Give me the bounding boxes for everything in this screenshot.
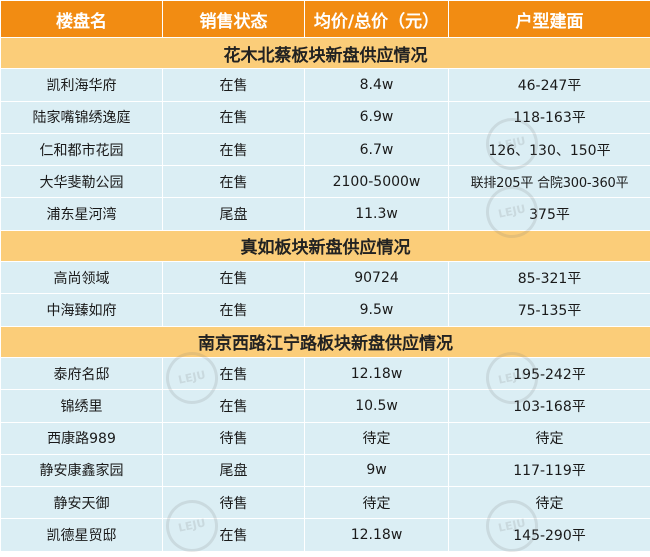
cell-sales-status: 在售 [163,69,305,101]
cell-price: 9w [305,454,449,486]
cell-unit-area: 118-163平 [449,101,650,133]
cell-price: 2100-5000w [305,166,449,198]
cell-project-name: 静安康鑫家园 [1,454,163,486]
section-title: 花木北蔡板块新盘供应情况 [1,38,650,69]
header-sales-status: 销售状态 [163,1,305,38]
cell-unit-area: 75-135平 [449,294,650,326]
section-header-row: 南京西路江宁路板块新盘供应情况 [1,326,650,357]
cell-unit-area: 联排205平 合院300-360平 [449,166,650,198]
cell-sales-status: 待售 [163,487,305,519]
cell-unit-area: 195-242平 [449,357,650,389]
cell-price: 6.9w [305,101,449,133]
cell-sales-status: 待售 [163,422,305,454]
cell-price: 11.3w [305,198,449,230]
cell-unit-area: 145-290平 [449,519,650,552]
cell-project-name: 西康路989 [1,422,163,454]
cell-unit-area: 375平 [449,198,650,230]
cell-unit-area: 103-168平 [449,390,650,422]
cell-unit-area: 85-321平 [449,262,650,294]
cell-sales-status: 在售 [163,166,305,198]
cell-project-name: 仁和都市花园 [1,133,163,165]
cell-unit-area: 117-119平 [449,454,650,486]
header-price: 均价/总价（元） [305,1,449,38]
cell-sales-status: 在售 [163,390,305,422]
cell-project-name: 泰府名邸 [1,357,163,389]
section-title: 南京西路江宁路板块新盘供应情况 [1,326,650,357]
cell-project-name: 静安天御 [1,487,163,519]
cell-price: 8.4w [305,69,449,101]
cell-project-name: 大华斐勒公园 [1,166,163,198]
cell-sales-status: 在售 [163,294,305,326]
cell-price: 6.7w [305,133,449,165]
cell-sales-status: 在售 [163,133,305,165]
cell-sales-status: 尾盘 [163,198,305,230]
cell-sales-status: 在售 [163,262,305,294]
header-unit-area: 户型建面 [449,1,650,38]
cell-price: 12.18w [305,357,449,389]
cell-price: 待定 [305,487,449,519]
cell-price: 待定 [305,422,449,454]
cell-sales-status: 在售 [163,357,305,389]
cell-project-name: 浦东星河湾 [1,198,163,230]
cell-project-name: 高尚领域 [1,262,163,294]
cell-project-name: 锦绣里 [1,390,163,422]
table-row: 静安天御待售待定待定 [1,487,650,519]
cell-sales-status: 在售 [163,101,305,133]
cell-price: 10.5w [305,390,449,422]
cell-project-name: 凯利海华府 [1,69,163,101]
cell-price: 9.5w [305,294,449,326]
cell-unit-area: 待定 [449,422,650,454]
cell-unit-area: 46-247平 [449,69,650,101]
cell-price: 12.18w [305,519,449,552]
cell-unit-area: 待定 [449,487,650,519]
cell-project-name: 中海臻如府 [1,294,163,326]
section-header-row: 花木北蔡板块新盘供应情况 [1,38,650,69]
header-project-name: 楼盘名 [1,1,163,38]
cell-price: 90724 [305,262,449,294]
cell-unit-area: 126、130、150平 [449,133,650,165]
cell-sales-status: 尾盘 [163,454,305,486]
cell-project-name: 凯德星贸邸 [1,519,163,552]
cell-project-name: 陆家嘴锦绣逸庭 [1,101,163,133]
header-row: 楼盘名 销售状态 均价/总价（元） 户型建面 [1,1,650,38]
cell-sales-status: 在售 [163,519,305,552]
table-header: 楼盘名 销售状态 均价/总价（元） 户型建面 [1,1,650,38]
section-header-row: 真如板块新盘供应情况 [1,230,650,261]
section-title: 真如板块新盘供应情况 [1,230,650,261]
